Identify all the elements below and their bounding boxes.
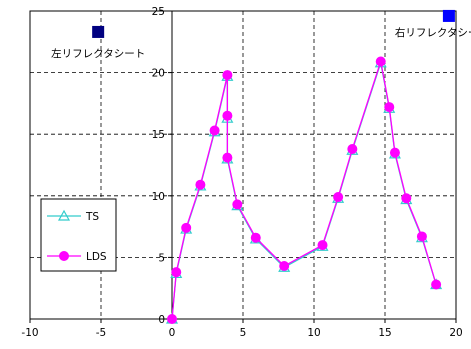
data-point-lds <box>431 279 442 290</box>
data-point-lds <box>250 232 261 243</box>
legend-label-ts: TS <box>85 211 99 223</box>
x-tick-label: 5 <box>240 327 247 339</box>
y-tick-label: 20 <box>152 68 165 80</box>
data-point-lds <box>401 193 412 204</box>
data-point-lds <box>375 56 386 67</box>
data-point-lds <box>317 240 328 251</box>
data-point-lds <box>384 102 395 113</box>
data-point-lds <box>222 110 233 121</box>
data-point-lds <box>232 199 243 210</box>
data-point-lds <box>171 267 182 278</box>
plot-frame <box>29 10 457 323</box>
data-point-lds <box>209 125 220 136</box>
legend-marker-ts <box>57 209 71 221</box>
data-point-lds <box>333 192 344 203</box>
data-point-lds <box>167 314 177 324</box>
series-ts <box>165 56 443 324</box>
legend-marker-lds <box>59 251 69 261</box>
series-line-ts <box>171 62 437 320</box>
annotation-marker <box>442 9 455 22</box>
series-line-lds <box>171 61 437 320</box>
data-point-lds <box>279 261 290 272</box>
x-tick-label: -10 <box>21 327 38 339</box>
series-lds <box>167 56 442 324</box>
legend-label-lds: LDS <box>86 251 107 263</box>
y-tick-label: 15 <box>152 129 165 141</box>
data-point-lds <box>416 231 427 242</box>
x-tick-label: 0 <box>169 327 176 339</box>
legend: TS LDS <box>40 198 117 272</box>
annotation-label: 右リフレクタシート <box>395 26 471 39</box>
y-tick-label: 0 <box>158 314 165 326</box>
data-point-lds <box>222 152 233 163</box>
y-tick-label: 10 <box>152 191 165 203</box>
data-point-lds <box>389 147 400 158</box>
y-tick-label: 5 <box>158 252 165 264</box>
data-point-lds <box>347 143 358 154</box>
annotations: 左リフレクタシート 右リフレクタシート <box>51 9 471 60</box>
x-tick-label: 20 <box>449 327 462 339</box>
data-point-lds <box>181 222 192 233</box>
annotation-label: 左リフレクタシート <box>51 47 145 60</box>
tick-labels: -10 -5 0 5 10 15 20 0 5 10 15 20 25 <box>21 6 462 339</box>
x-tick-label: -5 <box>96 327 106 339</box>
data-point-lds <box>222 70 233 81</box>
series-layer <box>165 56 443 324</box>
x-tick-label: 10 <box>307 327 320 339</box>
y-tick-label: 25 <box>152 6 165 18</box>
annotation-marker <box>92 25 105 38</box>
data-point-lds <box>195 179 206 190</box>
legend-box <box>40 198 117 272</box>
x-tick-label: 15 <box>378 327 391 339</box>
